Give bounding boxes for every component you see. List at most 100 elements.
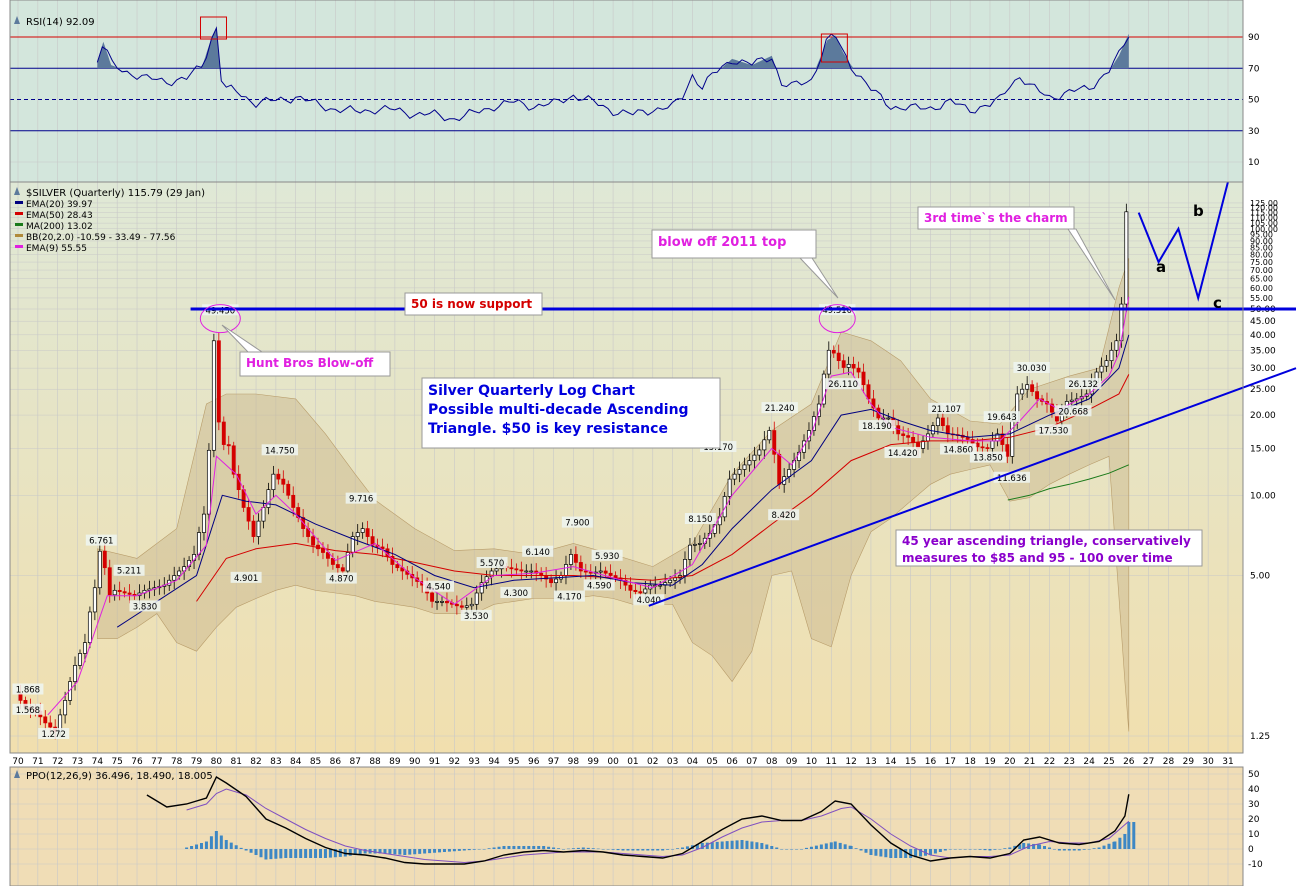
ppo-histogram-bar bbox=[671, 849, 675, 850]
ppo-histogram-bar bbox=[289, 849, 293, 858]
price-label: 3.830 bbox=[129, 600, 161, 612]
ppo-line bbox=[146, 776, 1130, 865]
ppo-title: PPO(12,26,9) 36.496, 18.490, 18.005 bbox=[26, 771, 213, 782]
x-tick-label: 02 bbox=[647, 757, 658, 767]
candle-body bbox=[440, 601, 444, 603]
price-label-bg bbox=[1035, 424, 1072, 436]
ppo-histogram-bar bbox=[968, 849, 972, 850]
ppo-histogram-bar bbox=[606, 849, 610, 850]
price-label: 6.140 bbox=[522, 545, 554, 558]
ppo-y-tick-label: 10 bbox=[1248, 830, 1260, 840]
candle-body bbox=[78, 653, 82, 666]
third-time-callout-text: 3rd time`s the charm bbox=[924, 211, 1068, 225]
x-tick-label: 12 bbox=[845, 757, 856, 767]
candle-body bbox=[330, 558, 335, 565]
ppo-histogram-bar bbox=[452, 849, 456, 852]
ppo-histogram-bar bbox=[408, 849, 412, 855]
price-label: 14.420 bbox=[884, 446, 921, 459]
ppo-histogram-bar bbox=[735, 840, 739, 849]
price-label-text: 4.870 bbox=[329, 575, 353, 585]
candle-body bbox=[291, 494, 296, 508]
ppo-histogram-bar bbox=[328, 849, 332, 858]
candle-body bbox=[554, 578, 559, 584]
x-tick-label: 94 bbox=[488, 757, 500, 767]
candle-body bbox=[1114, 340, 1119, 351]
price-label-bg bbox=[423, 580, 455, 592]
price-label-text: 11.636 bbox=[997, 474, 1027, 484]
ppo-histogram-bar bbox=[725, 841, 729, 849]
ppo-histogram-bar bbox=[512, 846, 516, 849]
x-tick-label: 19 bbox=[984, 757, 996, 767]
candle-body bbox=[102, 550, 107, 569]
price-label-text: 13.850 bbox=[973, 454, 1003, 464]
x-tick-label: 04 bbox=[687, 757, 699, 767]
ppo-histogram-bar bbox=[353, 849, 357, 855]
price-label-text: 21.107 bbox=[931, 405, 961, 415]
candle-body bbox=[117, 589, 122, 593]
ppo-histogram-bar bbox=[953, 849, 957, 850]
candle-body bbox=[87, 611, 92, 643]
price-y-tick-label: 25.00 bbox=[1250, 385, 1276, 395]
candle-body bbox=[1000, 433, 1005, 445]
wave-label-a: a bbox=[1156, 258, 1166, 276]
ppo-histogram-bar bbox=[1092, 848, 1096, 849]
ppo-histogram-bar bbox=[294, 849, 298, 858]
info-box-text: Silver Quarterly Log Chart bbox=[428, 383, 635, 399]
ppo-histogram-bar bbox=[418, 849, 422, 854]
price-label-text: 4.901 bbox=[234, 574, 258, 584]
x-tick-label: 23 bbox=[1064, 757, 1075, 767]
price-label-text: 1.568 bbox=[16, 706, 40, 716]
candle-body bbox=[816, 403, 821, 417]
candle-body bbox=[1010, 420, 1015, 457]
candle-body bbox=[494, 568, 499, 572]
price-label-bg bbox=[553, 590, 585, 602]
price-y-tick-label: 5.00 bbox=[1250, 572, 1270, 582]
ppo-histogram-bar bbox=[864, 849, 868, 853]
ppo-histogram-bar bbox=[775, 847, 779, 849]
x-tick-label: 90 bbox=[409, 757, 421, 767]
third-time-callout: 3rd time`s the charm bbox=[917, 206, 1116, 301]
candle-body bbox=[930, 425, 935, 435]
price-label: 19.643 bbox=[983, 411, 1021, 423]
price-label: 21.240 bbox=[761, 402, 798, 414]
rsi-panel bbox=[10, 0, 1243, 182]
price-label-bg bbox=[969, 451, 1007, 463]
ppo-histogram-bar bbox=[413, 849, 417, 855]
price-label: 4.300 bbox=[500, 586, 532, 599]
ppo-histogram-bar bbox=[1013, 845, 1017, 849]
ppo-histogram-bar bbox=[884, 849, 888, 858]
candle-body bbox=[1109, 349, 1114, 362]
ppo-header: PPO(12,26,9) 36.496, 18.490, 18.005 bbox=[26, 771, 213, 782]
price-label-text: 14.860 bbox=[943, 445, 973, 455]
ppo-histogram-bar bbox=[398, 849, 402, 855]
ppo-histogram-bar bbox=[199, 843, 203, 849]
candle-body bbox=[737, 469, 742, 475]
candle-body bbox=[370, 536, 375, 546]
ppo-histogram-bar bbox=[204, 841, 208, 849]
ppo-histogram-bar bbox=[358, 849, 362, 855]
price-label-text: 20.668 bbox=[1058, 407, 1088, 417]
x-tick-label: 10 bbox=[806, 757, 818, 767]
price-label-bg bbox=[684, 512, 716, 524]
x-tick-label: 99 bbox=[588, 757, 600, 767]
candle-body bbox=[1025, 384, 1030, 390]
ppo-histogram-bar bbox=[477, 849, 481, 850]
bollinger-band bbox=[97, 258, 1130, 732]
ppo-histogram-bar bbox=[824, 843, 828, 849]
candle-body bbox=[127, 592, 132, 595]
ppo-histogram-bar bbox=[438, 849, 442, 853]
candle-body bbox=[727, 478, 732, 497]
candle-body bbox=[658, 584, 663, 587]
price-label-bg bbox=[325, 572, 357, 584]
ppo-histogram-bar bbox=[601, 849, 605, 850]
ppo-histogram-bar bbox=[1022, 843, 1026, 849]
price-y-tick-label: 120.00 bbox=[1250, 204, 1278, 213]
candle-body bbox=[573, 554, 578, 563]
rsi-overbought-fill bbox=[97, 41, 120, 69]
price-label: 4.170 bbox=[553, 590, 585, 603]
candle-body bbox=[1035, 391, 1040, 400]
wave-label-c: c bbox=[1213, 294, 1222, 312]
x-tick-label: 27 bbox=[1143, 757, 1154, 767]
rsi-panel-icon bbox=[14, 16, 20, 24]
x-tick-label: 07 bbox=[746, 757, 757, 767]
